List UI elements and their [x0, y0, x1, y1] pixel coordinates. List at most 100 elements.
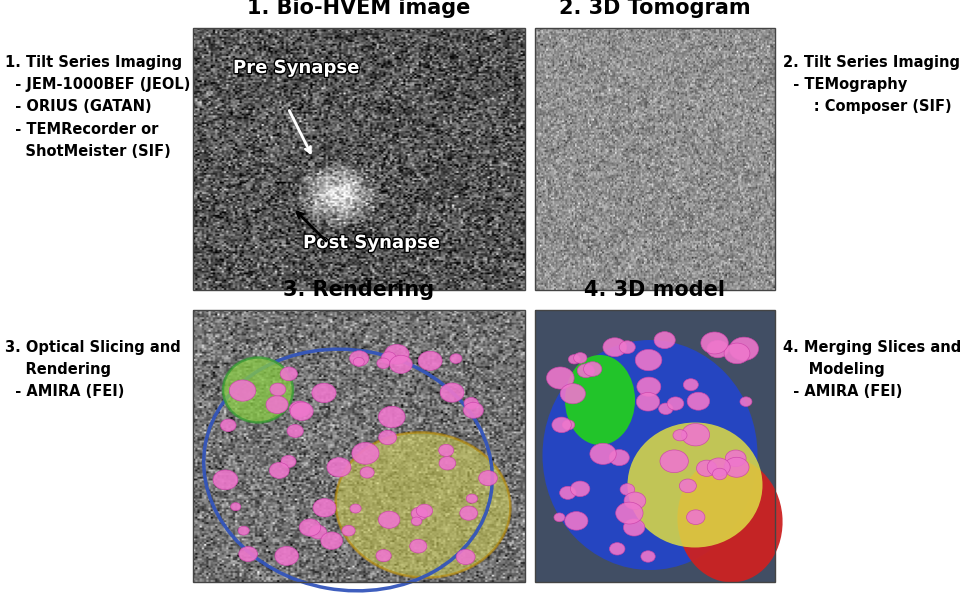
Ellipse shape [309, 525, 327, 539]
Ellipse shape [381, 352, 396, 364]
Ellipse shape [624, 492, 645, 510]
Ellipse shape [590, 444, 616, 465]
Ellipse shape [577, 364, 595, 377]
Ellipse shape [460, 506, 478, 520]
Text: 2. 3D Tomogram: 2. 3D Tomogram [560, 0, 751, 18]
Ellipse shape [313, 499, 336, 517]
Ellipse shape [707, 340, 728, 358]
Ellipse shape [352, 442, 379, 464]
Ellipse shape [321, 532, 342, 549]
Ellipse shape [680, 479, 696, 493]
Text: 3. Rendering: 3. Rendering [284, 280, 435, 300]
Ellipse shape [561, 383, 585, 404]
Ellipse shape [583, 362, 602, 376]
Bar [193, 310, 525, 582]
Text: Post Synapse: Post Synapse [303, 234, 439, 252]
Ellipse shape [223, 358, 293, 423]
Ellipse shape [740, 397, 752, 406]
Ellipse shape [686, 510, 705, 525]
Bar [535, 310, 775, 582]
Ellipse shape [678, 457, 783, 582]
Ellipse shape [542, 340, 758, 570]
Ellipse shape [660, 450, 688, 472]
Ellipse shape [623, 519, 644, 536]
Ellipse shape [673, 430, 687, 441]
Bar [535, 28, 775, 290]
Ellipse shape [547, 367, 574, 389]
Ellipse shape [570, 481, 590, 496]
Text: 1. Bio-HVEM image: 1. Bio-HVEM image [248, 0, 471, 18]
Ellipse shape [565, 511, 588, 530]
Ellipse shape [360, 467, 374, 478]
Bar [193, 28, 525, 290]
Ellipse shape [560, 486, 576, 499]
Ellipse shape [327, 458, 351, 477]
Ellipse shape [687, 392, 710, 410]
Ellipse shape [573, 353, 587, 363]
Ellipse shape [609, 543, 625, 555]
Text: 3. Optical Slicing and
    Rendering
  - AMIRA (FEI): 3. Optical Slicing and Rendering - AMIRA… [5, 340, 180, 400]
Text: 2. Tilt Series Imaging
  - TEMography
      : Composer (SIF): 2. Tilt Series Imaging - TEMography : Co… [783, 55, 960, 114]
Ellipse shape [683, 379, 698, 391]
Ellipse shape [220, 419, 236, 432]
Ellipse shape [439, 457, 455, 470]
Ellipse shape [299, 519, 321, 536]
Ellipse shape [439, 444, 453, 456]
Ellipse shape [563, 420, 574, 430]
Ellipse shape [464, 397, 479, 409]
Ellipse shape [416, 504, 433, 517]
Ellipse shape [291, 402, 313, 421]
Ellipse shape [603, 338, 627, 356]
Ellipse shape [270, 383, 286, 396]
Ellipse shape [637, 377, 661, 396]
Ellipse shape [707, 458, 730, 477]
Ellipse shape [378, 406, 405, 428]
Ellipse shape [636, 349, 662, 371]
Ellipse shape [659, 403, 673, 415]
Ellipse shape [628, 423, 762, 548]
Ellipse shape [552, 417, 571, 433]
Ellipse shape [440, 383, 464, 402]
Ellipse shape [378, 430, 397, 445]
Ellipse shape [463, 402, 484, 418]
Ellipse shape [615, 502, 644, 524]
Ellipse shape [238, 526, 250, 535]
Ellipse shape [353, 358, 365, 366]
Ellipse shape [411, 507, 427, 520]
Ellipse shape [724, 457, 749, 477]
Ellipse shape [231, 502, 241, 511]
Ellipse shape [410, 539, 427, 553]
Ellipse shape [214, 470, 238, 490]
Ellipse shape [384, 344, 410, 364]
Ellipse shape [411, 517, 422, 525]
Ellipse shape [390, 355, 412, 373]
Ellipse shape [641, 551, 655, 562]
Ellipse shape [287, 424, 303, 438]
Ellipse shape [275, 546, 298, 566]
Ellipse shape [376, 549, 391, 562]
Ellipse shape [229, 380, 255, 401]
Ellipse shape [342, 525, 355, 536]
Ellipse shape [568, 355, 580, 364]
Text: 4. Merging Slices and
     Modeling
  - AMIRA (FEI): 4. Merging Slices and Modeling - AMIRA (… [783, 340, 961, 400]
Ellipse shape [565, 355, 635, 445]
Ellipse shape [637, 392, 660, 411]
Ellipse shape [701, 332, 728, 354]
Ellipse shape [418, 351, 442, 370]
Ellipse shape [654, 332, 676, 349]
Ellipse shape [280, 367, 297, 380]
Ellipse shape [609, 450, 629, 466]
Ellipse shape [281, 456, 296, 468]
Ellipse shape [350, 351, 369, 366]
Ellipse shape [350, 504, 361, 513]
Ellipse shape [269, 463, 290, 478]
Ellipse shape [266, 396, 289, 413]
Ellipse shape [335, 432, 510, 578]
Ellipse shape [239, 546, 257, 561]
Ellipse shape [619, 341, 636, 353]
Ellipse shape [456, 549, 475, 564]
Ellipse shape [479, 471, 497, 486]
Ellipse shape [620, 484, 635, 495]
Ellipse shape [312, 383, 336, 403]
Ellipse shape [667, 397, 683, 410]
